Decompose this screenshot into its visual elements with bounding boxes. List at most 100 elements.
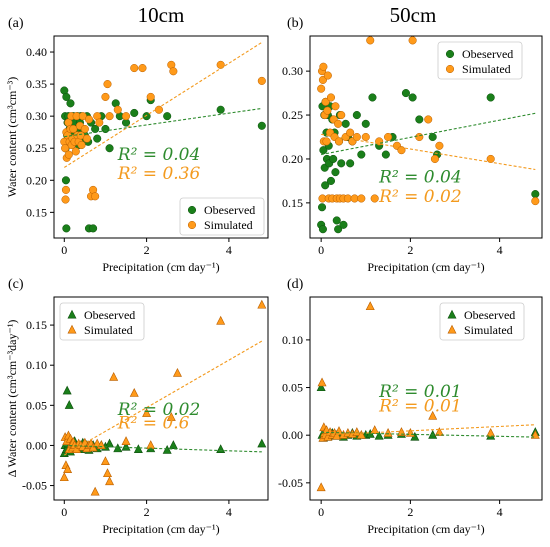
simulated-point [257,76,266,85]
observed-point [216,105,225,114]
legend-simulated-label: Simulated [204,218,253,232]
observed-point [486,93,495,102]
plot-frame [309,296,543,501]
legend-observed-label: Obeserved [84,308,135,322]
simulated-point [322,137,331,146]
legend-box [437,41,523,80]
legend-simulated-marker [445,64,455,74]
legend-simulated-marker [187,220,197,230]
observed-point [415,115,424,124]
simulated-point [172,367,182,377]
data-layer [317,36,540,234]
x-tick-label: 4 [226,243,232,257]
observed-r2-annotation: R² = 0.04 [117,145,201,165]
observed-point [64,400,74,409]
simulated-point [121,436,131,445]
x-axis-label: Precipitation (cm day⁻¹) [102,522,219,536]
observed-point [346,159,355,168]
simulated-point [103,80,112,89]
observed-point [142,112,151,121]
simulated-point [316,482,326,492]
x-axis-label: Precipitation (cm day⁻¹) [102,260,219,274]
simulated-point [323,106,332,115]
observed-point [162,444,172,454]
data-layer [60,41,266,233]
x-tick-label: 2 [144,243,150,257]
simulated-point [334,119,343,128]
observed-point [105,438,115,448]
y-tick-label: 0.20 [282,152,303,166]
y-tick-label: 0.10 [26,358,47,372]
simulated-point [91,192,100,201]
observed-r2-annotation: R² = 0.01 [378,382,462,402]
observed-point [317,203,327,212]
simulated-point [82,134,91,143]
simulated-point [80,124,89,134]
y-tick-label: 0.10 [282,333,303,347]
y-tick-label: 0.25 [26,141,47,155]
simulated-point [90,486,100,496]
simulated-point [95,118,104,127]
simulated-point [71,147,80,156]
simulated-point [415,132,424,142]
simulated-point [356,429,366,439]
x-tick-label: 4 [226,505,232,519]
observed-trendline [64,107,262,138]
y-tick-label: 0.35 [26,77,47,91]
observed-point [329,154,338,164]
y-tick-label: 0.25 [282,108,303,122]
observed-point [316,382,326,392]
plot-frame [309,35,543,239]
observed-point [401,89,410,98]
observed-trendline [64,444,262,453]
chart-panel: (d) 0 2 4 -0.05 0.00 0.05 0.10 Precipitation (cm… [278,277,543,536]
simulated-point [486,428,496,437]
simulated-point [216,315,226,325]
x-tick-label: 2 [407,243,413,257]
simulated-point [397,146,406,155]
simulated-point [130,64,139,73]
x-tick-label: 0 [61,505,67,519]
observed-point [163,112,172,121]
y-tick-label: -0.05 [278,476,303,490]
legend-observed-marker [445,49,455,59]
y-tick-label: 0.15 [282,196,303,210]
observed-point [337,159,346,168]
legend-simulated-label: Simulated [462,62,511,76]
y-tick-label: 0.30 [26,109,47,123]
simulated-point [138,64,147,73]
legend-observed-marker [67,309,77,319]
data-layer [59,299,267,496]
legend-simulated-label: Simulated [84,323,133,337]
legend-simulated-marker [67,324,77,334]
simulated-r2-annotation: R² = 0.02 [378,187,462,207]
observed-point [61,176,70,185]
chart-panel: (c) 0 2 4 -0.05 0.00 0.05 0.10 0.15 Precipitation… [5,277,269,536]
x-tick-label: 4 [497,243,503,257]
observed-point [113,443,123,453]
simulated-point [337,110,346,120]
simulated-point [361,132,370,142]
simulated-point [216,60,225,69]
x-tick-label: 2 [144,505,150,519]
simulated-point [113,105,122,114]
simulated-point [61,144,70,153]
x-tick-label: 0 [318,243,324,257]
simulated-point [424,115,433,124]
observed-point [531,190,540,199]
simulated-point [166,412,176,421]
observed-point [357,150,366,159]
simulated-point [430,154,439,164]
observed-point [339,220,348,229]
simulated-r2-annotation: R² = 0.36 [117,164,201,184]
simulated-point [486,154,495,164]
observed-point [62,385,72,395]
simulated-point [332,430,342,440]
simulated-r2-annotation: R² = 0.01 [378,396,462,416]
observed-point [168,440,178,449]
observed-point [62,92,71,101]
simulated-point [103,468,112,478]
observed-point [332,216,341,225]
